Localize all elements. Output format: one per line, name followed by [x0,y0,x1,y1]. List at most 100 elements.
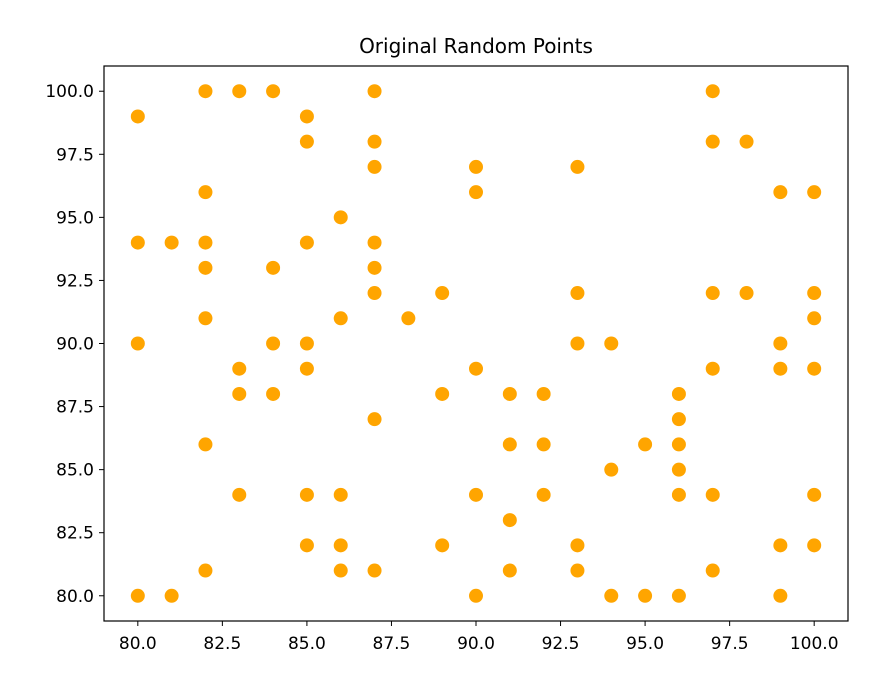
data-point [807,538,822,553]
data-point [536,386,551,401]
data-point [502,437,517,452]
data-point [671,412,686,427]
data-point [469,361,483,376]
plot-frame [103,65,849,622]
data-point [266,336,281,351]
data-point [807,185,822,200]
data-point [671,462,686,477]
y-axis: 80.0 82.5 85.0 87.5 90.0 92.5 95.0 97.5 100.0 [45,82,104,607]
data-point [299,134,314,149]
data-point [232,84,247,99]
data-point [671,487,686,502]
data-point [401,311,416,326]
data-point [705,361,720,376]
y-tick-label: 85.0 [56,461,94,481]
x-tick-label: 85.0 [288,634,326,654]
data-point [638,437,653,452]
x-axis: 80.0 82.5 85.0 87.5 90.0 92.5 95.0 97.5 100.0 [119,621,839,654]
data-point [671,386,686,401]
data-point [367,260,382,275]
data-point [773,185,788,200]
data-point [469,185,483,200]
y-tick-label: 90.0 [56,335,94,355]
data-point [435,386,450,401]
data-point [807,311,822,326]
data-point [198,260,213,275]
data-point [367,134,382,149]
data-point [739,134,754,149]
data-point [198,185,213,200]
data-point [773,361,788,376]
data-point [164,588,179,603]
data-point [671,437,686,452]
data-point [299,109,314,124]
data-point [435,538,450,553]
x-tick-label: 82.5 [203,634,241,654]
x-tick-label: 87.5 [373,634,411,654]
data-point [130,336,145,351]
data-point [773,538,788,553]
data-point [604,462,619,477]
data-point [266,260,281,275]
data-point [367,235,382,250]
data-point [367,84,382,99]
data-point [705,84,720,99]
data-point [232,386,247,401]
data-point [266,84,281,99]
data-point [299,538,314,553]
data-point [739,286,754,301]
y-tick-label: 92.5 [56,271,94,291]
y-tick-label: 97.5 [56,145,94,165]
data-point [198,563,213,578]
data-point [705,134,720,149]
chart-title: Original Random Points [359,34,593,58]
x-tick-label: 95.0 [626,634,664,654]
data-point [333,311,348,326]
data-point [705,487,720,502]
data-point [367,563,382,578]
data-point [502,513,517,528]
data-point [469,588,483,603]
data-point [570,563,585,578]
data-point [367,159,382,174]
x-tick-label: 97.5 [711,634,749,654]
y-tick-label: 80.0 [56,587,94,607]
data-point [705,563,720,578]
y-tick-label: 87.5 [56,398,94,418]
data-point [570,286,585,301]
data-point [773,588,788,603]
y-tick-label: 100.0 [45,82,94,102]
data-point [130,588,145,603]
points-layer [130,84,822,603]
data-point [299,336,314,351]
data-point [570,538,585,553]
data-point [299,487,314,502]
x-tick-label: 80.0 [119,634,157,654]
y-tick-label: 95.0 [56,208,94,228]
data-point [232,487,247,502]
data-point [469,487,483,502]
data-point [807,487,822,502]
x-tick-label: 100.0 [790,634,839,654]
data-point [807,286,822,301]
data-point [671,588,686,603]
data-point [232,361,247,376]
data-point [570,159,585,174]
data-point [266,386,281,401]
data-point [198,311,213,326]
data-point [164,235,179,250]
data-point [773,336,788,351]
y-tick-label: 82.5 [56,524,94,544]
data-point [367,286,382,301]
x-tick-label: 92.5 [542,634,580,654]
data-point [198,84,213,99]
x-tick-label: 90.0 [457,634,495,654]
data-point [502,386,517,401]
data-point [807,361,822,376]
data-point [536,437,551,452]
data-point [198,235,213,250]
data-point [333,487,348,502]
data-point [333,210,348,225]
data-point [333,538,348,553]
